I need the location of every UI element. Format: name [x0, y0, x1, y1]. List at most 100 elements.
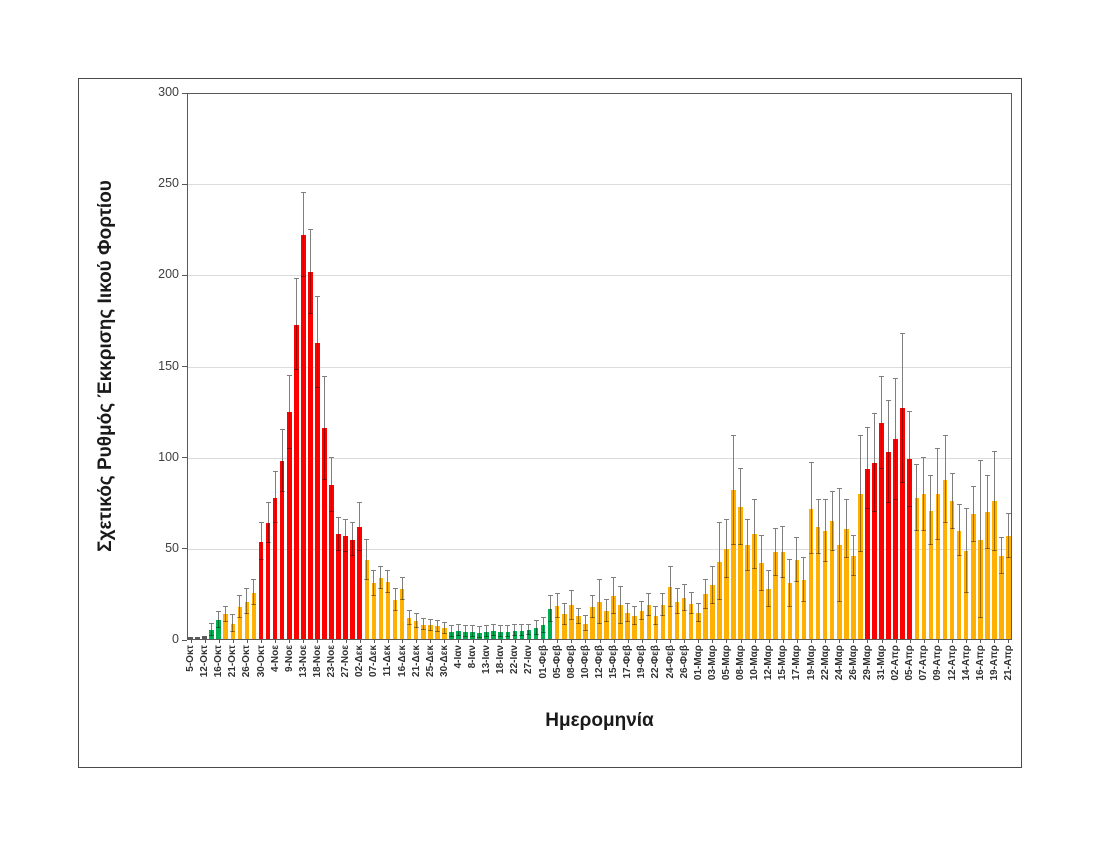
- error-bar-upper: [824, 499, 826, 531]
- error-bar-lower: [641, 610, 643, 620]
- bar: [420, 624, 426, 640]
- error-bar-cap-top: [752, 498, 758, 500]
- error-bar-cap-bottom: [998, 573, 1004, 575]
- error-bar-lower: [457, 630, 459, 637]
- x-axis-tick: [232, 640, 234, 643]
- error-bar-upper: [895, 379, 897, 440]
- error-bar-cap-bottom: [505, 636, 511, 638]
- error-bar-cap-bottom: [491, 635, 497, 637]
- bar: [625, 612, 630, 640]
- error-bar-cap-top: [970, 485, 976, 487]
- error-bar-upper: [725, 519, 727, 549]
- x-axis-tick: [754, 640, 756, 643]
- error-bar-lower: [345, 536, 347, 553]
- error-bar-cap-bottom: [463, 636, 469, 638]
- error-bar-cap-bottom: [455, 635, 461, 637]
- error-bar-lower: [909, 459, 911, 507]
- x-axis-tick: [726, 640, 728, 643]
- error-bar-cap-top: [434, 619, 440, 621]
- error-bar-lower: [704, 594, 706, 609]
- error-bar-cap-top: [794, 536, 800, 538]
- error-bar-cap-bottom: [547, 620, 553, 622]
- bar: [829, 521, 835, 640]
- bar: [851, 556, 856, 640]
- error-bar-upper: [831, 492, 833, 522]
- x-axis-tick: [190, 640, 192, 643]
- error-bar-lower: [338, 534, 340, 551]
- error-bar-cap-top: [392, 587, 398, 589]
- bar: [223, 614, 229, 640]
- error-bar-lower: [627, 612, 629, 622]
- error-bar-upper: [888, 401, 890, 453]
- bar: [195, 637, 200, 640]
- error-bar-lower: [225, 614, 227, 622]
- error-bar-lower: [993, 501, 995, 551]
- error-bar-cap-top: [420, 618, 426, 620]
- error-bar-lower: [979, 539, 981, 619]
- bar: [858, 494, 863, 640]
- x-axis-tick: [768, 640, 770, 643]
- bar: [865, 468, 870, 640]
- x-axis-tick: [825, 640, 827, 643]
- error-bar-cap-bottom: [921, 529, 927, 531]
- bar: [815, 526, 821, 640]
- error-bar-cap-bottom: [498, 636, 504, 638]
- error-bar-upper: [359, 503, 361, 527]
- error-bar-cap-bottom: [900, 482, 906, 484]
- x-axis-tick-label: 4-Ιαν: [452, 645, 464, 669]
- error-bar-cap-top: [914, 463, 920, 465]
- error-bar-cap-top: [223, 606, 229, 608]
- x-axis-tick-label: 26-Φεβ: [678, 645, 690, 679]
- error-bar-upper: [965, 508, 967, 551]
- bar: [350, 539, 355, 640]
- error-bar-upper: [401, 578, 403, 589]
- error-bar-cap-top: [745, 518, 751, 520]
- x-axis-tick: [218, 640, 220, 643]
- error-bar-cap-bottom: [949, 527, 955, 529]
- bar: [907, 459, 913, 640]
- bar: [646, 605, 652, 640]
- bar: [533, 628, 539, 640]
- error-bar-lower: [606, 610, 608, 622]
- error-bar-cap-bottom: [822, 560, 828, 562]
- error-bar-upper: [951, 474, 953, 502]
- error-bar-lower: [401, 588, 403, 600]
- x-axis-tick: [528, 640, 530, 643]
- error-bar-cap-bottom: [604, 620, 610, 622]
- x-axis-tick: [373, 640, 375, 643]
- x-axis-tick-label: 22-Μαρ: [819, 645, 831, 681]
- bar: [279, 461, 285, 640]
- x-axis-tick: [796, 640, 798, 643]
- error-bar-cap-bottom: [350, 555, 356, 557]
- error-bar-cap-top: [385, 569, 391, 571]
- bar: [660, 605, 666, 640]
- error-bar-cap-bottom: [589, 617, 595, 619]
- x-axis-tick: [740, 640, 742, 643]
- error-bar-cap-top: [322, 376, 327, 378]
- bar: [632, 616, 638, 640]
- bar: [308, 271, 313, 640]
- error-bar-cap-top: [611, 577, 617, 578]
- x-axis-tick-label: 30-Οκτ: [255, 645, 267, 678]
- x-axis-tick: [303, 640, 305, 643]
- error-bar-upper: [549, 596, 551, 609]
- error-bar-lower: [747, 545, 749, 571]
- bar: [710, 585, 715, 640]
- y-axis-tick-label: 0: [172, 632, 179, 646]
- error-bar-cap-top: [540, 617, 546, 619]
- error-bar-cap-top: [766, 569, 772, 571]
- error-bar-cap-top: [787, 558, 793, 560]
- error-bar-cap-bottom: [251, 604, 257, 606]
- x-axis-tick: [641, 640, 643, 643]
- x-axis-tick: [670, 640, 671, 643]
- error-bar-cap-top: [850, 535, 856, 537]
- error-bar-cap-bottom: [441, 632, 447, 634]
- x-axis-tick-label: 17-Φεβ: [622, 645, 634, 679]
- error-bar-upper: [986, 475, 988, 513]
- error-bar-cap-bottom: [935, 538, 941, 540]
- error-bar-cap-top: [879, 376, 885, 378]
- error-bar-lower: [620, 605, 622, 624]
- x-axis-tick-label: 21-Δεκ: [410, 645, 422, 677]
- error-bar-cap-bottom: [413, 627, 419, 629]
